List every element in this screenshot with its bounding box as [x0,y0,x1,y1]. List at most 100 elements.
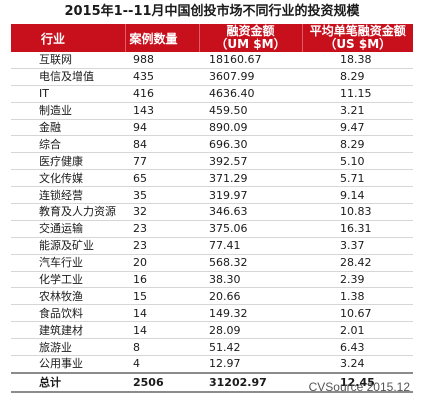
cell-amount: 319.97 [199,186,302,205]
column-header-avg-line1: 平均单笔融资金额 [309,24,406,38]
total-industry: 总计 [11,371,125,393]
cell-avg: 3.21 [302,102,413,120]
cell-avg: 3.24 [302,355,413,374]
cell-industry: 汽车行业 [11,254,125,272]
investment-table: 行业 案例数量 融资金额 （UM $M） 平均单笔融资金额 （US $M） 互联… [11,24,413,393]
column-header-amount-line2: （UM $M） [215,37,286,51]
table-row: 食品饮料 14 149.32 10.67 [11,304,413,323]
column-header-avg-line2: （US $M） [324,37,392,51]
total-row: 总计 2506 31202.97 12.45 [11,371,413,393]
table-header-row: 行业 案例数量 融资金额 （UM $M） 平均单笔融资金额 （US $M） [11,24,413,52]
cell-amount: 38.30 [199,271,302,289]
table-row: 农林牧渔 15 20.66 1.38 [11,287,413,306]
cell-amount: 568.32 [199,254,302,272]
cell-amount: 4636.40 [199,85,302,103]
table-row: 汽车行业 20 568.32 28.42 [11,254,413,272]
cell-avg: 9.47 [302,119,413,137]
cell-amount: 459.50 [199,102,302,120]
cell-avg: 1.38 [302,287,413,306]
cell-avg: 9.14 [302,186,413,205]
column-header-avg: 平均单笔融资金额 （US $M） [302,24,413,52]
cell-industry: 能源及矿业 [11,237,125,255]
cell-avg: 10.83 [302,203,413,221]
cell-amount: 890.09 [199,119,302,137]
table-row: 连锁经营 35 319.97 9.14 [11,186,413,205]
cell-avg: 16.31 [302,220,413,238]
cell-avg: 28.42 [302,254,413,272]
cell-avg: 6.43 [302,338,413,357]
cell-industry: IT [11,85,125,103]
total-avg: 12.45 [302,371,413,393]
table-body: 互联网 988 18160.67 18.38 电信及增值 435 3607.99 8.29 IT… [11,52,413,393]
column-header-industry: 行业 [11,24,126,52]
cell-amount: 392.57 [199,152,302,171]
table-row: 医疗健康 77 392.57 5.10 [11,152,413,171]
cell-industry: 旅游业 [11,338,125,357]
table-row: 教育及人力资源 32 346.63 10.83 [11,203,413,221]
cell-avg: 11.15 [302,85,413,103]
table-row: 金融 94 890.09 9.47 [11,119,413,137]
cell-avg: 2.01 [302,321,413,340]
cell-cases: 14 [125,321,199,340]
cell-cases: 4 [125,355,199,374]
cell-amount: 77.41 [199,237,302,255]
cell-cases: 35 [125,186,199,205]
table-row: 交通运输 23 375.06 16.31 [11,220,413,238]
cell-amount: 371.29 [199,169,302,188]
total-cases: 2506 [125,371,199,393]
cell-amount: 18160.67 [199,52,302,69]
cell-cases: 14 [125,304,199,323]
cell-amount: 149.32 [199,304,302,323]
cell-industry: 化学工业 [11,271,125,289]
cell-avg: 8.29 [302,135,413,154]
cell-industry: 交通运输 [11,220,125,238]
cell-industry: 食品饮料 [11,304,125,323]
table-row: 制造业 143 459.50 3.21 [11,102,413,120]
page-title: 2015年1--11月中国创投市场不同行业的投资规模 [64,4,360,19]
total-amount: 31202.97 [199,371,302,393]
cell-cases: 988 [125,52,199,69]
cell-industry: 公用事业 [11,355,125,374]
cell-cases: 15 [125,287,199,306]
cell-avg: 8.29 [302,68,413,86]
table-row: 文化传媒 65 371.29 5.71 [11,169,413,188]
cell-avg: 10.67 [302,304,413,323]
table-row: IT 416 4636.40 11.15 [11,85,413,103]
cell-amount: 375.06 [199,220,302,238]
table-row: 综合 84 696.30 8.29 [11,135,413,154]
cell-cases: 143 [125,102,199,120]
cell-industry: 互联网 [11,52,125,69]
cell-amount: 12.97 [199,355,302,374]
cell-cases: 20 [125,254,199,272]
cell-industry: 金融 [11,119,125,137]
cell-cases: 32 [125,203,199,221]
cell-cases: 23 [125,237,199,255]
cell-industry: 电信及增值 [11,68,125,86]
cell-cases: 8 [125,338,199,357]
cell-cases: 94 [125,119,199,137]
column-header-amount: 融资金额 （UM $M） [199,24,303,52]
cell-industry: 文化传媒 [11,169,125,188]
table-row: 互联网 988 18160.67 18.38 [11,52,413,69]
cell-cases: 16 [125,271,199,289]
table-row: 公用事业 4 12.97 3.24 [11,355,413,374]
cell-amount: 346.63 [199,203,302,221]
cell-industry: 医疗健康 [11,152,125,171]
cell-avg: 3.37 [302,237,413,255]
cell-industry: 制造业 [11,102,125,120]
cell-cases: 416 [125,85,199,103]
cell-cases: 65 [125,169,199,188]
table-row: 建筑建材 14 28.09 2.01 [11,321,413,340]
cell-amount: 28.09 [199,321,302,340]
table-row: 电信及增值 435 3607.99 8.29 [11,68,413,86]
cell-amount: 3607.99 [199,68,302,86]
cell-avg: 2.39 [302,271,413,289]
cell-avg: 5.10 [302,152,413,171]
cell-amount: 51.42 [199,338,302,357]
table-row: 旅游业 8 51.42 6.43 [11,338,413,357]
source-label: CVSource 2015.12 [308,380,410,394]
cell-cases: 23 [125,220,199,238]
cell-amount: 20.66 [199,287,302,306]
cell-avg: 18.38 [302,52,413,69]
